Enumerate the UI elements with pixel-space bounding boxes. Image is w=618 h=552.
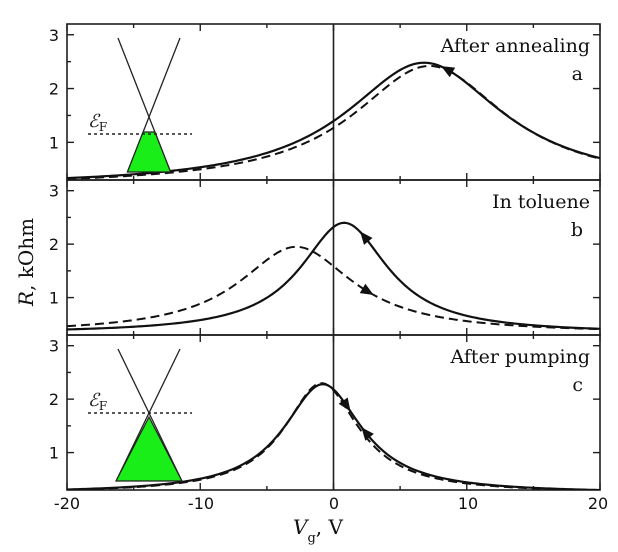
panel-title: After pumping bbox=[450, 346, 590, 368]
curve-dashed bbox=[67, 382, 600, 490]
y-tick-label: 3 bbox=[49, 337, 59, 356]
y-tick-label: 1 bbox=[49, 289, 59, 308]
sweep-arrow bbox=[441, 66, 456, 78]
x-tick-label: -10 bbox=[188, 494, 214, 513]
panel-letter: a bbox=[572, 63, 583, 85]
fermi-level-label: ℰF bbox=[88, 390, 107, 413]
x-tick-label: 10 bbox=[458, 494, 478, 513]
filled-states bbox=[115, 415, 183, 482]
y-tick-label: 1 bbox=[49, 133, 59, 152]
y-tick-label: 2 bbox=[49, 235, 59, 254]
panel-a: 1 2 3 After annealing a ℰF bbox=[49, 23, 601, 181]
panel-title: In toluene bbox=[492, 191, 590, 213]
sweep-arrow bbox=[361, 427, 374, 441]
curve-dashed bbox=[67, 245, 600, 331]
panel-title: After annealing bbox=[440, 35, 590, 57]
sweep-arrow bbox=[359, 283, 374, 296]
panel-b: 1 2 3 In toluene b bbox=[49, 179, 601, 336]
x-tick-label: 20 bbox=[588, 494, 608, 513]
y-tick-label: 2 bbox=[49, 390, 59, 409]
y-tick-label: 2 bbox=[49, 80, 59, 99]
sweep-arrow bbox=[360, 231, 373, 245]
x-tick-label: 0 bbox=[329, 494, 339, 513]
curve-dashed bbox=[67, 64, 600, 180]
y-tick-label: 1 bbox=[49, 444, 59, 463]
y-tick-label: 3 bbox=[49, 26, 59, 45]
panel-c: 1 2 3 After pumping c ℰF bbox=[49, 334, 601, 491]
y-tick-label: 3 bbox=[49, 182, 59, 201]
filled-states bbox=[126, 131, 172, 173]
curve-solid bbox=[67, 221, 600, 331]
panel-letter: c bbox=[572, 374, 583, 396]
fermi-level-label: ℰF bbox=[88, 111, 107, 134]
dirac-cone-inset: ℰF bbox=[88, 37, 192, 173]
panel-letter: b bbox=[571, 219, 583, 241]
x-axis-label: Vg, V bbox=[293, 515, 343, 546]
x-tick-label: -20 bbox=[54, 494, 80, 513]
y-axis-label: R, kOhm bbox=[14, 218, 38, 307]
chart-panels: 1 2 3 After annealing a ℰF 1 2 3 In toluene b 1 2 3 Af… bbox=[49, 23, 601, 491]
sweep-arrow bbox=[338, 397, 351, 412]
dirac-cone-inset: ℰF bbox=[88, 348, 192, 482]
